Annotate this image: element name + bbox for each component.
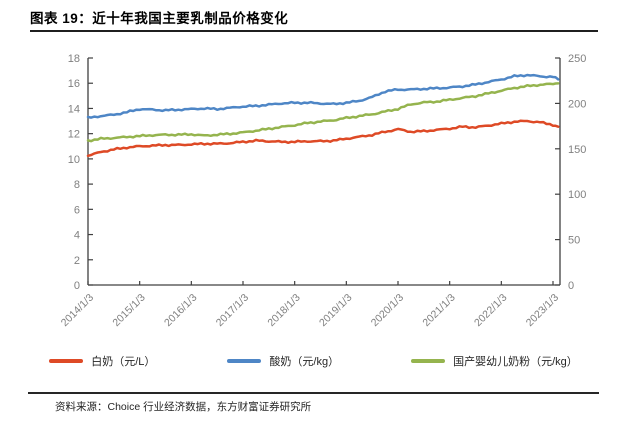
x-axis-tick-label: 2016/1/3: [162, 292, 199, 329]
x-axis-tick-label: 2019/1/3: [317, 292, 354, 329]
legend-label-white-milk: 白奶（元/L）: [91, 356, 156, 368]
left-axis-tick-label: 14: [68, 103, 80, 115]
left-axis-tick-label: 10: [68, 154, 80, 166]
x-axis-tick-label: 2023/1/3: [524, 292, 561, 329]
x-axis-tick-label: 2020/1/3: [369, 292, 406, 329]
right-axis-tick-label: 250: [568, 53, 586, 65]
yogurt-line-swatch-icon: [227, 359, 262, 363]
x-axis-tick-label: 2018/1/3: [265, 292, 302, 329]
left-axis-tick-label: 0: [74, 280, 80, 292]
source-note: 资料来源：Choice 行业经济数据，东方财富证券研究所: [55, 401, 312, 413]
footer-rule: [28, 392, 599, 394]
left-axis-tick-label: 2: [74, 255, 80, 267]
x-axis-tick-label: 2021/1/3: [420, 292, 457, 329]
title-rule: [30, 30, 598, 32]
left-axis-tick-label: 6: [74, 204, 80, 216]
left-axis-tick-label: 12: [68, 129, 80, 141]
infant-formula-line-swatch-icon: [411, 359, 446, 363]
x-axis-tick-label: 2017/1/3: [214, 292, 251, 329]
x-axis-tick-label: 2022/1/3: [472, 292, 509, 329]
price-line-chart: 0 2 4 6 8 10 12 14 16 18 0 50 100 150 200 250 2014/1/3 20…: [59, 53, 587, 329]
white-milk-line-swatch-icon: [49, 359, 84, 363]
series-line-2: [86, 82, 560, 143]
x-axis-tick-label: 2015/1/3: [110, 292, 147, 329]
legend-item-yogurt: 酸奶（元/kg）: [227, 353, 339, 369]
right-axis-tick-label: 150: [568, 144, 586, 156]
series-line-0: [86, 119, 560, 158]
right-axis-tick-label: 200: [568, 98, 586, 110]
right-axis-tick-label: 100: [568, 189, 586, 201]
left-axis-tick-label: 4: [74, 230, 80, 242]
legend-label-infant-formula: 国产婴幼儿奶粉（元/kg）: [453, 356, 578, 368]
chart-legend: 白奶（元/L） 酸奶（元/kg） 国产婴幼儿奶粉（元/kg）: [0, 353, 627, 369]
right-axis-tick-label: 0: [568, 280, 574, 292]
left-axis-tick-label: 8: [74, 179, 80, 191]
x-axis-tick-label: 2014/1/3: [59, 292, 96, 329]
legend-item-infant-formula: 国产婴幼儿奶粉（元/kg）: [411, 353, 578, 369]
left-axis-tick-label: 18: [68, 53, 80, 65]
figure-title: 图表 19：近十年我国主要乳制品价格变化: [30, 11, 289, 26]
legend-label-yogurt: 酸奶（元/kg）: [269, 356, 340, 368]
series-line-1: [86, 73, 560, 119]
right-axis-tick-label: 50: [568, 235, 580, 247]
legend-item-white-milk: 白奶（元/L）: [49, 353, 155, 369]
left-axis-tick-label: 16: [68, 78, 80, 90]
